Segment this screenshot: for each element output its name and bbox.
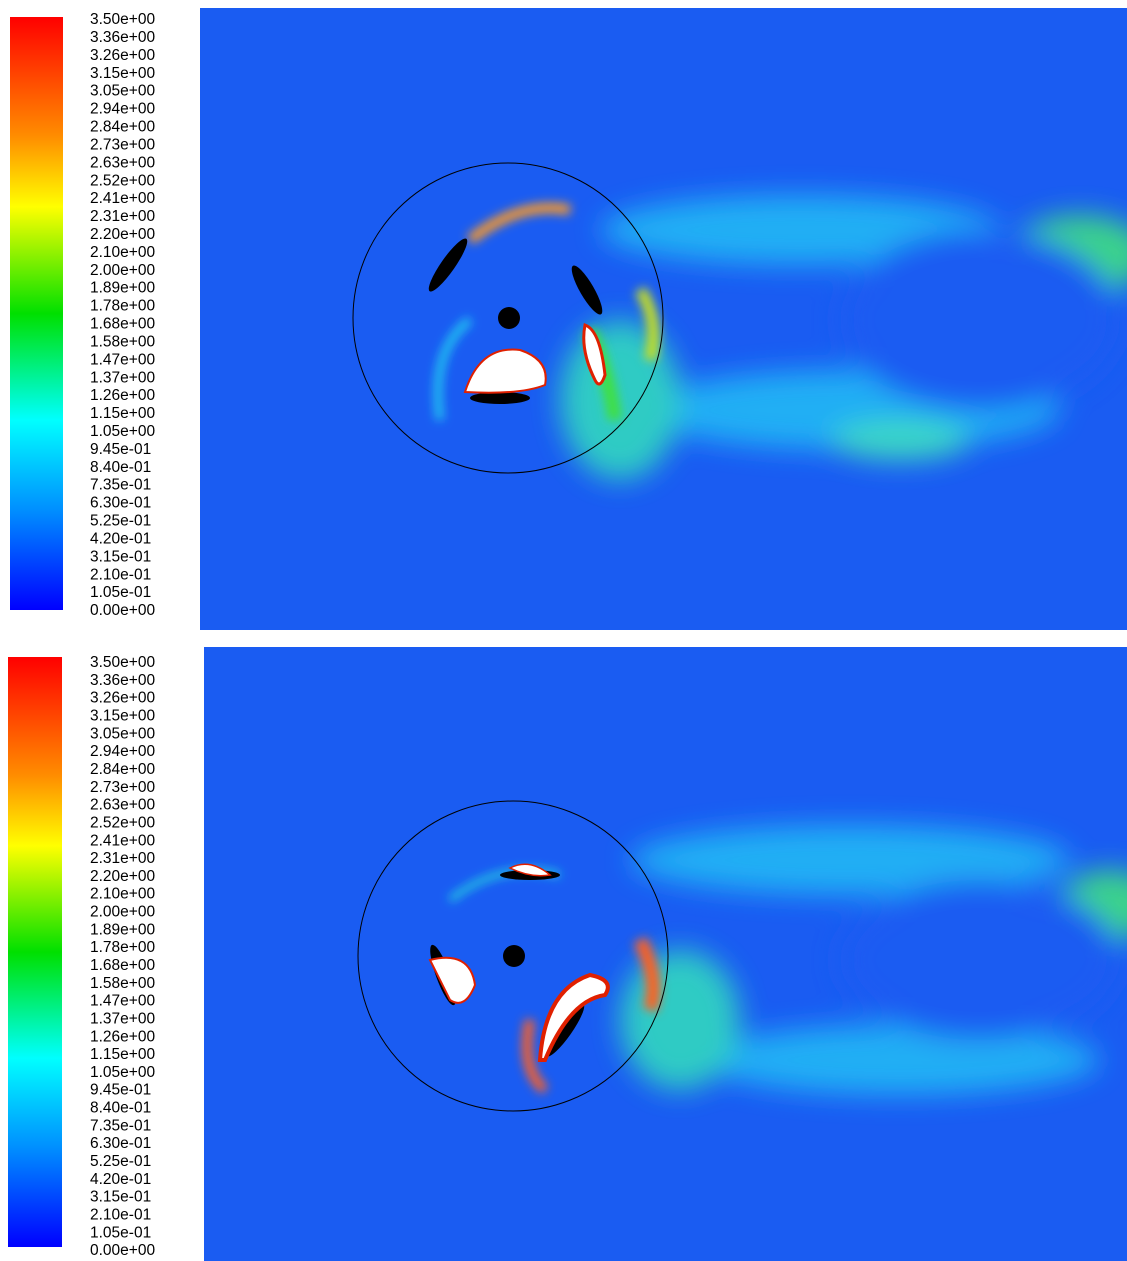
colorbar-label: 1.47e+00 — [90, 993, 155, 1010]
colorbar-label: 2.41e+00 — [90, 832, 155, 849]
colorbar-label: 1.15e+00 — [90, 405, 155, 422]
colorbar-label: 2.20e+00 — [90, 868, 155, 885]
colorbar-label: 4.20e-01 — [90, 1171, 151, 1188]
colorbar-label: 1.68e+00 — [90, 316, 155, 333]
colorbar-label: 5.25e-01 — [90, 513, 151, 530]
colorbar-label: 1.89e+00 — [90, 921, 155, 938]
colorbar-label: 2.63e+00 — [90, 154, 155, 171]
colorbar-label: 2.00e+00 — [90, 262, 155, 279]
colorbar-label: 3.15e+00 — [90, 708, 155, 725]
colorbar-label: 6.30e-01 — [90, 1135, 151, 1152]
colorbar-label: 3.05e+00 — [90, 83, 155, 100]
colorbar-label: 3.26e+00 — [90, 47, 155, 64]
colorbar-label: 3.15e-01 — [90, 1189, 151, 1206]
colorbar-label: 3.15e+00 — [90, 65, 155, 82]
colorbar-label: 1.78e+00 — [90, 298, 155, 315]
colorbar-label: 1.37e+00 — [90, 369, 155, 386]
colorbar-label: 9.45e-01 — [90, 1082, 151, 1099]
colorbar-label: 2.73e+00 — [90, 779, 155, 796]
colorbar-label: 2.73e+00 — [90, 136, 155, 153]
contour-plot — [204, 647, 1127, 1261]
colorbar-label: 3.36e+00 — [90, 29, 155, 46]
colorbar-label: 1.37e+00 — [90, 1010, 155, 1027]
colorbar — [8, 657, 62, 1247]
colorbar-label: 2.84e+00 — [90, 761, 155, 778]
colorbar-label: 8.40e-01 — [90, 459, 151, 476]
colorbar-label: 2.10e+00 — [90, 244, 155, 261]
colorbar-label: 1.58e+00 — [90, 333, 155, 350]
colorbar-label: 2.52e+00 — [90, 172, 155, 189]
colorbar-labels: 3.50e+003.36e+003.26e+003.15e+003.05e+00… — [90, 654, 155, 1259]
contour-plot — [200, 8, 1127, 630]
colorbar-label: 1.68e+00 — [90, 957, 155, 974]
colorbar-label: 2.84e+00 — [90, 119, 155, 136]
colorbar-label: 3.26e+00 — [90, 690, 155, 707]
colorbar-label: 7.35e-01 — [90, 1117, 151, 1134]
colorbar-label: 2.10e-01 — [90, 566, 151, 583]
colorbar-label: 2.10e+00 — [90, 886, 155, 903]
colorbar-label: 2.41e+00 — [90, 190, 155, 207]
colorbar-label: 2.52e+00 — [90, 814, 155, 831]
colorbar-label: 1.05e-01 — [90, 584, 151, 601]
colorbar-label: 6.30e-01 — [90, 495, 151, 512]
colorbar-label: 2.20e+00 — [90, 226, 155, 243]
colorbar-label: 2.10e-01 — [90, 1206, 151, 1223]
colorbar-label: 1.05e+00 — [90, 1064, 155, 1081]
colorbar-label: 3.50e+00 — [90, 11, 155, 28]
colorbar-label: 1.15e+00 — [90, 1046, 155, 1063]
colorbar-label: 2.94e+00 — [90, 743, 155, 760]
colorbar-label: 1.89e+00 — [90, 280, 155, 297]
colorbar-label: 5.25e-01 — [90, 1153, 151, 1170]
colorbar-label: 8.40e-01 — [90, 1100, 151, 1117]
colorbar-label: 3.50e+00 — [90, 654, 155, 671]
colorbar-label: 1.47e+00 — [90, 351, 155, 368]
colorbar-label: 2.00e+00 — [90, 904, 155, 921]
colorbar-label: 1.78e+00 — [90, 939, 155, 956]
colorbar-label: 1.58e+00 — [90, 975, 155, 992]
colorbar-label: 3.15e-01 — [90, 548, 151, 565]
colorbar-label: 4.20e-01 — [90, 530, 151, 547]
colorbar-label: 1.05e+00 — [90, 423, 155, 440]
colorbar-label: 2.31e+00 — [90, 850, 155, 867]
colorbar-label: 2.94e+00 — [90, 101, 155, 118]
colorbar-label: 1.05e-01 — [90, 1224, 151, 1241]
panel: 3.50e+003.36e+003.26e+003.15e+003.05e+00… — [8, 647, 1127, 1261]
colorbar-label: 1.26e+00 — [90, 1028, 155, 1045]
colorbar — [10, 17, 63, 610]
colorbar-label: 7.35e-01 — [90, 477, 151, 494]
colorbar-label: 2.31e+00 — [90, 208, 155, 225]
colorbar-label: 0.00e+00 — [90, 1242, 155, 1259]
colorbar-label: 1.26e+00 — [90, 387, 155, 404]
panel: 3.50e+003.36e+003.26e+003.15e+003.05e+00… — [10, 8, 1127, 630]
colorbar-label: 3.05e+00 — [90, 725, 155, 742]
colorbar-labels: 3.50e+003.36e+003.26e+003.15e+003.05e+00… — [90, 11, 155, 619]
colorbar-label: 2.63e+00 — [90, 797, 155, 814]
colorbar-label: 0.00e+00 — [90, 602, 155, 619]
colorbar-label: 3.36e+00 — [90, 672, 155, 689]
colorbar-label: 9.45e-01 — [90, 441, 151, 458]
